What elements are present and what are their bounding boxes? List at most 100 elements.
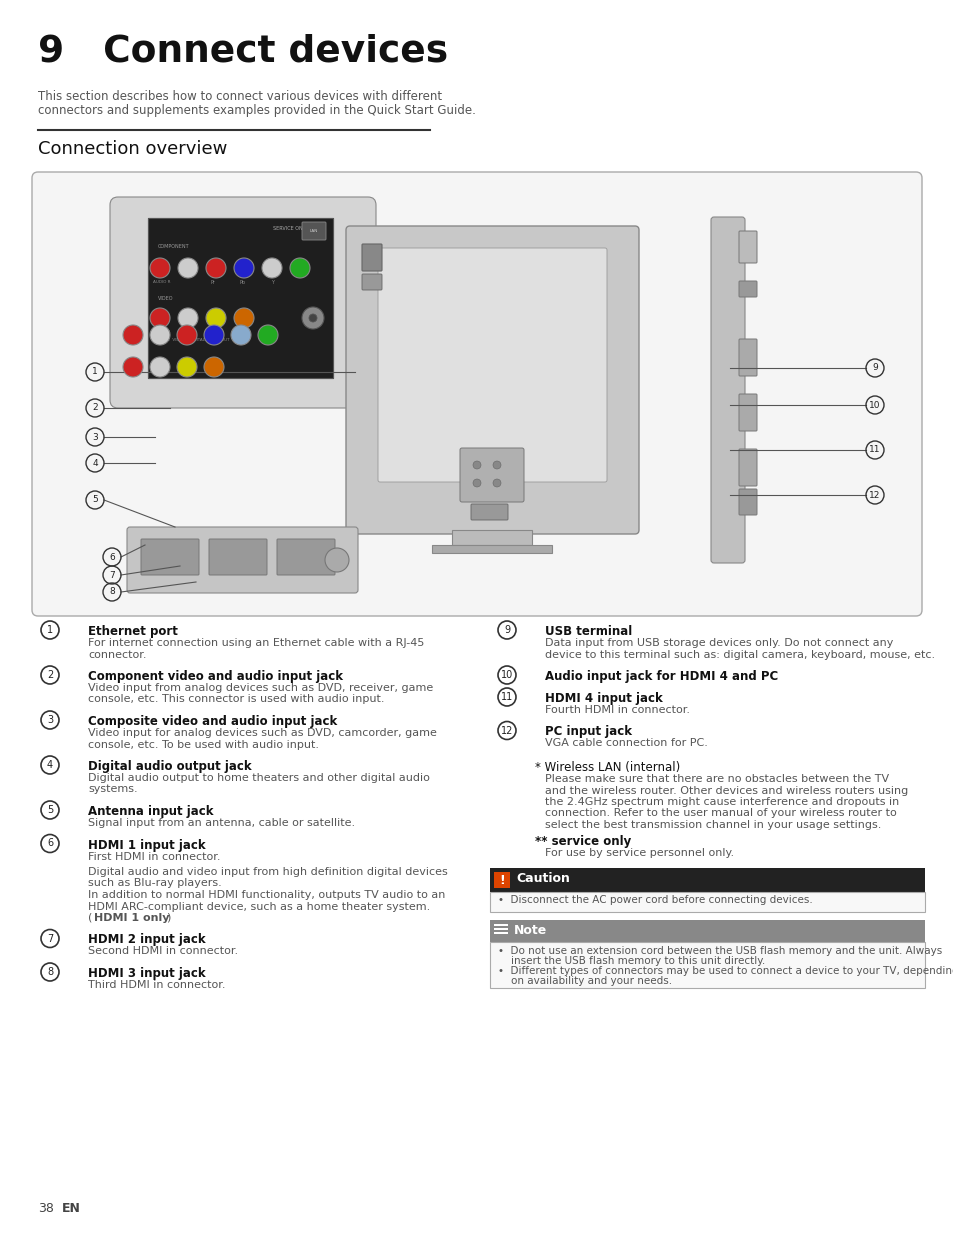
FancyBboxPatch shape: [710, 217, 744, 563]
Text: •  Do not use an extension cord between the USB flash memory and the unit. Alway: • Do not use an extension cord between t…: [497, 946, 942, 956]
Text: Pb: Pb: [240, 280, 246, 285]
Text: ): ): [166, 913, 171, 923]
Text: 9: 9: [503, 625, 510, 635]
Text: AUDIO L  VIDEO   DIGITAL AUDIO OUT: AUDIO L VIDEO DIGITAL AUDIO OUT: [152, 338, 230, 342]
FancyBboxPatch shape: [209, 538, 267, 576]
FancyBboxPatch shape: [32, 172, 921, 616]
Text: 6: 6: [47, 839, 53, 848]
FancyBboxPatch shape: [739, 282, 757, 296]
Text: 9   Connect devices: 9 Connect devices: [38, 35, 448, 70]
Text: PC input jack: PC input jack: [544, 725, 631, 739]
Text: 4: 4: [92, 458, 98, 468]
Text: 8: 8: [47, 967, 53, 977]
Text: device to this terminal such as: digital camera, keyboard, mouse, etc.: device to this terminal such as: digital…: [544, 650, 934, 659]
Circle shape: [204, 357, 224, 377]
Text: Digital audio and video input from high definition digital devices: Digital audio and video input from high …: [88, 867, 447, 877]
Text: 7: 7: [47, 934, 53, 944]
Text: VIDEO: VIDEO: [158, 296, 173, 301]
Text: systems.: systems.: [88, 784, 137, 794]
Bar: [494, 932, 507, 934]
FancyBboxPatch shape: [739, 394, 757, 431]
Text: Video input for analog devices such as DVD, camcorder, game: Video input for analog devices such as D…: [88, 727, 436, 739]
Circle shape: [257, 325, 277, 345]
Circle shape: [178, 308, 198, 329]
Text: AUDIO R: AUDIO R: [152, 330, 171, 333]
Text: VGA cable connection for PC.: VGA cable connection for PC.: [544, 739, 707, 748]
Text: LAN: LAN: [310, 228, 317, 233]
Text: For use by service personnel only.: For use by service personnel only.: [544, 848, 734, 858]
FancyBboxPatch shape: [377, 248, 606, 482]
FancyBboxPatch shape: [127, 527, 357, 593]
Text: 12: 12: [500, 725, 513, 736]
Circle shape: [206, 308, 226, 329]
Text: 11: 11: [868, 446, 880, 454]
Circle shape: [150, 325, 170, 345]
Text: insert the USB flash memory to this unit directly.: insert the USB flash memory to this unit…: [497, 956, 764, 966]
Text: connector.: connector.: [88, 650, 147, 659]
Bar: [494, 872, 510, 888]
Text: such as Blu-ray players.: such as Blu-ray players.: [88, 878, 221, 888]
Text: Third HDMI in connector.: Third HDMI in connector.: [88, 981, 225, 990]
Text: on availability and your needs.: on availability and your needs.: [497, 976, 672, 986]
Bar: [148, 219, 333, 378]
Text: Antenna input jack: Antenna input jack: [88, 805, 213, 818]
Circle shape: [290, 258, 310, 278]
Text: Ethernet port: Ethernet port: [88, 625, 177, 638]
Text: 3: 3: [47, 715, 53, 725]
Text: Audio input jack for HDMI 4 and PC: Audio input jack for HDMI 4 and PC: [544, 671, 778, 683]
Text: 8: 8: [109, 588, 114, 597]
Circle shape: [262, 258, 282, 278]
Text: 5: 5: [47, 805, 53, 815]
Circle shape: [123, 357, 143, 377]
FancyBboxPatch shape: [361, 245, 381, 270]
Circle shape: [325, 548, 349, 572]
Text: Y: Y: [272, 280, 274, 285]
FancyBboxPatch shape: [302, 222, 326, 240]
Text: Pr: Pr: [211, 280, 215, 285]
Circle shape: [177, 325, 196, 345]
Text: Signal input from an antenna, cable or satellite.: Signal input from an antenna, cable or s…: [88, 818, 355, 827]
FancyBboxPatch shape: [459, 448, 523, 501]
Text: 2: 2: [92, 404, 98, 412]
FancyBboxPatch shape: [346, 226, 639, 534]
Circle shape: [233, 308, 253, 329]
Text: 10: 10: [500, 671, 513, 680]
Text: 38: 38: [38, 1202, 53, 1215]
Circle shape: [473, 479, 480, 487]
Circle shape: [204, 325, 224, 345]
Text: 5: 5: [92, 495, 98, 505]
Bar: [490, 868, 924, 892]
Text: 4: 4: [47, 760, 53, 769]
Text: ** service only: ** service only: [535, 836, 631, 848]
Text: Component video and audio input jack: Component video and audio input jack: [88, 671, 343, 683]
Circle shape: [493, 479, 500, 487]
Text: 12: 12: [868, 490, 880, 499]
Circle shape: [309, 314, 316, 322]
Text: •  Different types of connectors may be used to connect a device to your TV, dep: • Different types of connectors may be u…: [497, 966, 953, 976]
Circle shape: [473, 461, 480, 469]
Text: and the wireless router. Other devices and wireless routers using: and the wireless router. Other devices a…: [544, 785, 907, 795]
Text: Please make sure that there are no obstacles between the TV: Please make sure that there are no obsta…: [544, 774, 888, 784]
Text: connectors and supplements examples provided in the Quick Start Guide.: connectors and supplements examples prov…: [38, 104, 476, 117]
FancyBboxPatch shape: [141, 538, 199, 576]
FancyBboxPatch shape: [110, 198, 375, 408]
Circle shape: [302, 308, 324, 329]
Text: AUDIO R: AUDIO R: [152, 280, 171, 284]
Text: USB terminal: USB terminal: [544, 625, 632, 638]
Text: EN: EN: [62, 1202, 81, 1215]
Text: •  Disconnect the AC power cord before connecting devices.: • Disconnect the AC power cord before co…: [497, 895, 812, 905]
Text: HDMI 1 input jack: HDMI 1 input jack: [88, 839, 206, 851]
FancyBboxPatch shape: [276, 538, 335, 576]
Text: 9: 9: [871, 363, 877, 373]
Text: In addition to normal HDMI functionality, outputs TV audio to an: In addition to normal HDMI functionality…: [88, 890, 445, 900]
Text: 6: 6: [109, 552, 114, 562]
Text: HDMI 2 input jack: HDMI 2 input jack: [88, 934, 206, 946]
Text: HDMI 1 only: HDMI 1 only: [94, 913, 170, 923]
Text: 2: 2: [47, 671, 53, 680]
FancyBboxPatch shape: [739, 489, 757, 515]
Text: SERVICE ONLY: SERVICE ONLY: [273, 226, 308, 231]
Circle shape: [493, 461, 500, 469]
Circle shape: [150, 357, 170, 377]
Circle shape: [178, 258, 198, 278]
Bar: [490, 920, 924, 942]
